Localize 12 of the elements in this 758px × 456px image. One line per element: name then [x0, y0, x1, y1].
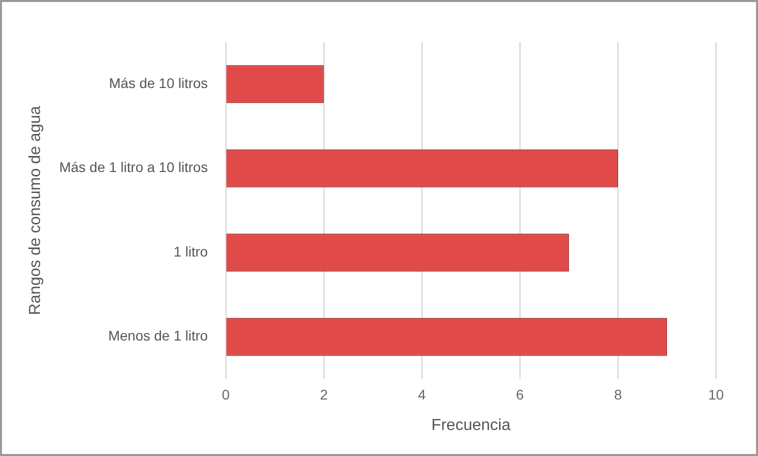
y-tick-label: Menos de 1 litro [108, 328, 208, 344]
x-tick-label: 6 [516, 386, 524, 402]
y-tick-label: Más de 1 litro a 10 litros [59, 159, 208, 176]
y-axis-title: Rangos de consumo de agua [27, 106, 44, 316]
x-tick-label: 0 [222, 386, 230, 402]
x-tick-label: 8 [614, 386, 622, 402]
y-tick-label: 1 litro [174, 243, 208, 260]
x-tick-label: 2 [320, 386, 328, 402]
x-tick-label: 10 [708, 386, 724, 402]
y-tick-label: Más de 10 litros [108, 74, 208, 91]
x-axis-title: Frecuencia [431, 416, 511, 434]
x-tick-label: 4 [418, 386, 426, 402]
